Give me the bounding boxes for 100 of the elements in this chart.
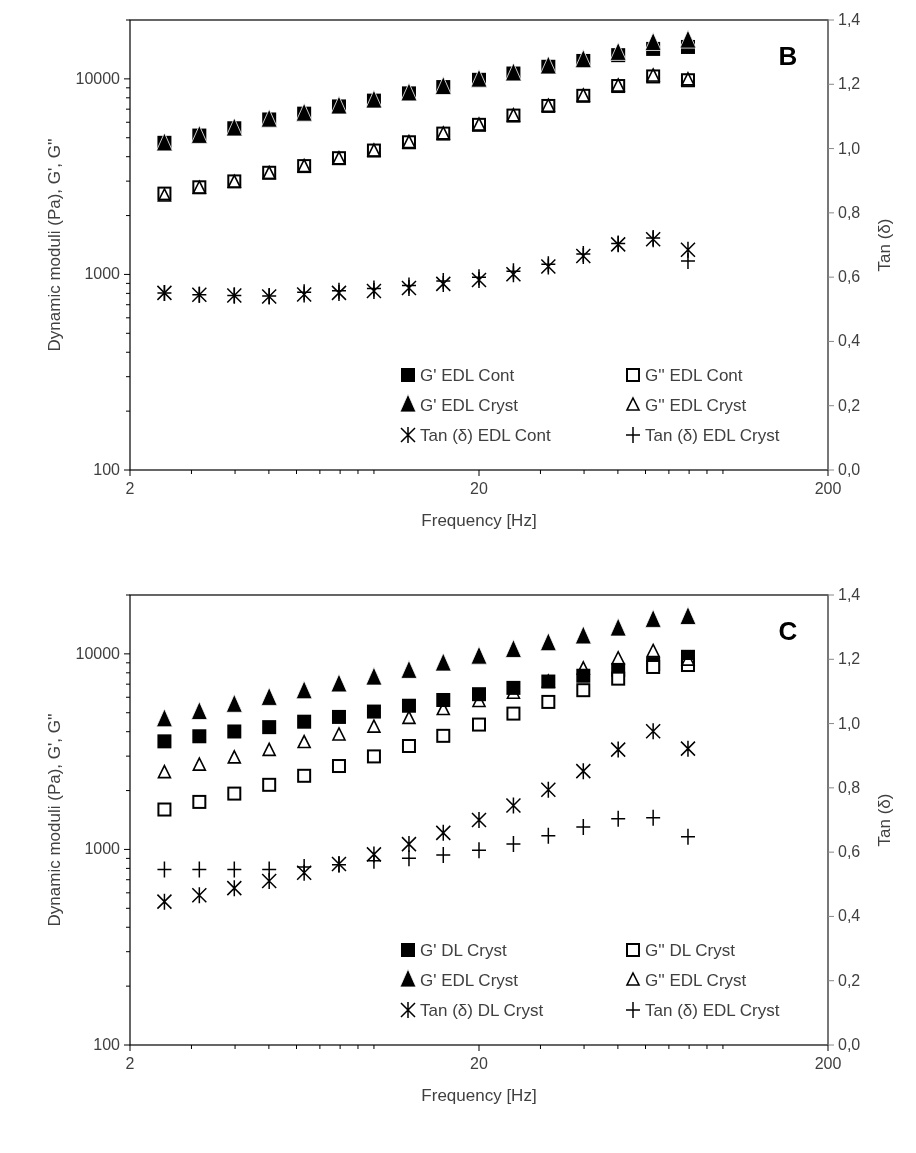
- point: [506, 706, 521, 721]
- y2-tick-label: 0,6: [838, 268, 861, 286]
- point: [539, 632, 557, 652]
- y2-tick-label: 0,4: [838, 332, 861, 350]
- point: [609, 41, 627, 61]
- y2-tick-label: 0,6: [838, 843, 861, 861]
- point: [470, 645, 488, 665]
- legend-label: Tan (δ) EDL Cryst: [645, 1001, 780, 1020]
- point: [436, 692, 451, 707]
- legend-label: Tan (δ) EDL Cont: [420, 426, 551, 445]
- point: [190, 124, 208, 144]
- point: [192, 794, 207, 809]
- point: [644, 609, 662, 628]
- legend-label: Tan (δ) DL Cryst: [420, 1001, 544, 1020]
- point: [505, 62, 522, 82]
- y-tick-label: 1000: [84, 265, 121, 283]
- y2-tick-label: 0,0: [838, 461, 861, 478]
- point: [365, 666, 383, 686]
- point: [225, 117, 243, 137]
- legend-label: G'' DL Cryst: [645, 941, 736, 960]
- y2-tick-label: 0,0: [838, 1036, 861, 1053]
- point: [225, 693, 243, 713]
- legend-label: G'' EDL Cryst: [645, 396, 747, 415]
- point: [331, 759, 346, 774]
- point: [401, 739, 416, 753]
- point: [330, 95, 348, 115]
- point: [227, 724, 242, 739]
- point: [539, 55, 557, 75]
- point: [434, 76, 452, 95]
- point: [297, 714, 312, 729]
- point: [400, 659, 418, 679]
- y2-tick-label: 1,0: [838, 714, 861, 732]
- point: [576, 683, 591, 698]
- point: [157, 734, 172, 749]
- x-tick-label: 2: [125, 1055, 135, 1072]
- legend-label: G' EDL Cryst: [420, 396, 519, 415]
- point: [402, 710, 416, 725]
- y-tick-label: 100: [93, 461, 121, 478]
- point: [366, 704, 381, 719]
- point: [574, 49, 592, 68]
- y2-tick-label: 0,8: [838, 203, 861, 221]
- x-tick-label: 2: [125, 480, 135, 497]
- point: [192, 757, 207, 771]
- y-tick-label: 10000: [75, 69, 121, 87]
- point: [227, 786, 242, 801]
- legend-label: G'' EDL Cont: [645, 366, 743, 385]
- y-tick-label: 1000: [84, 840, 121, 858]
- annotation: B: [778, 41, 798, 71]
- point: [505, 639, 522, 658]
- point: [192, 729, 207, 744]
- y-axis-title: Dynamic moduli (Pa), G', G'': [45, 713, 64, 927]
- point: [190, 701, 208, 720]
- point: [365, 89, 383, 109]
- y2-tick-label: 1,4: [838, 586, 861, 603]
- y2-tick-label: 1,0: [838, 139, 861, 157]
- legend-label: G'' EDL Cryst: [645, 971, 747, 990]
- y2-tick-label: 0,2: [838, 971, 861, 989]
- point: [330, 673, 348, 693]
- point: [227, 750, 242, 764]
- y2-tick-label: 1,4: [838, 11, 861, 28]
- point: [332, 727, 346, 741]
- annotation: C: [778, 616, 798, 646]
- y-axis-title: Dynamic moduli (Pa), G', G'': [45, 138, 64, 352]
- point: [436, 728, 451, 743]
- point: [260, 108, 278, 128]
- point: [157, 764, 172, 779]
- legend-label: Tan (δ) EDL Cryst: [645, 426, 780, 445]
- point: [295, 680, 313, 700]
- point: [541, 694, 556, 709]
- point: [262, 777, 277, 792]
- point: [367, 719, 381, 733]
- point: [156, 708, 173, 728]
- x-tick-label: 200: [814, 480, 842, 497]
- legend-label: G' DL Cryst: [420, 941, 507, 960]
- legend-label: G' EDL Cryst: [420, 971, 519, 990]
- point: [262, 720, 277, 735]
- y-tick-label: 10000: [75, 644, 121, 662]
- y2-axis-title: Tan (δ): [875, 218, 894, 272]
- y2-tick-label: 1,2: [838, 75, 861, 93]
- point: [574, 625, 592, 645]
- x-axis-title: Frequency [Hz]: [421, 511, 537, 530]
- y2-axis-title: Tan (δ): [875, 793, 894, 847]
- point: [295, 102, 313, 122]
- y2-tick-label: 0,8: [838, 778, 861, 796]
- point: [260, 687, 278, 706]
- point: [297, 768, 312, 783]
- x-tick-label: 200: [814, 1055, 842, 1072]
- y-tick-label: 100: [93, 1036, 121, 1053]
- point: [611, 671, 626, 686]
- point: [472, 717, 486, 732]
- point: [297, 734, 311, 749]
- point: [679, 29, 697, 49]
- point: [401, 698, 416, 713]
- x-axis-title: Frequency [Hz]: [421, 1086, 537, 1105]
- point: [400, 82, 418, 102]
- point: [366, 749, 381, 764]
- point: [644, 32, 662, 51]
- y2-tick-label: 1,2: [838, 650, 861, 668]
- point: [470, 68, 488, 88]
- point: [646, 643, 660, 658]
